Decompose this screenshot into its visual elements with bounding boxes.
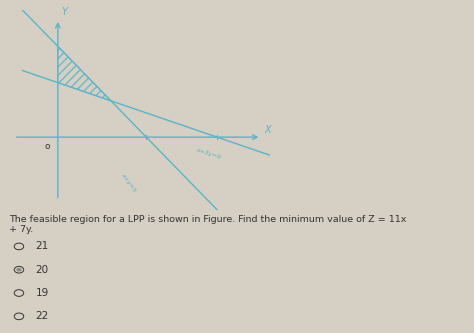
Text: 19: 19 — [36, 288, 49, 298]
Text: x+3y=9: x+3y=9 — [195, 147, 221, 160]
Text: 21: 21 — [36, 241, 49, 251]
Text: 20: 20 — [36, 265, 49, 275]
Text: X: X — [265, 125, 272, 135]
Text: x+y=5: x+y=5 — [120, 172, 137, 193]
Text: The feasible region for a LPP is shown in Figure. Find the minimum value of Z = : The feasible region for a LPP is shown i… — [9, 215, 407, 234]
Text: Y: Y — [61, 7, 67, 17]
Text: 22: 22 — [36, 311, 49, 321]
Text: o: o — [45, 142, 50, 151]
